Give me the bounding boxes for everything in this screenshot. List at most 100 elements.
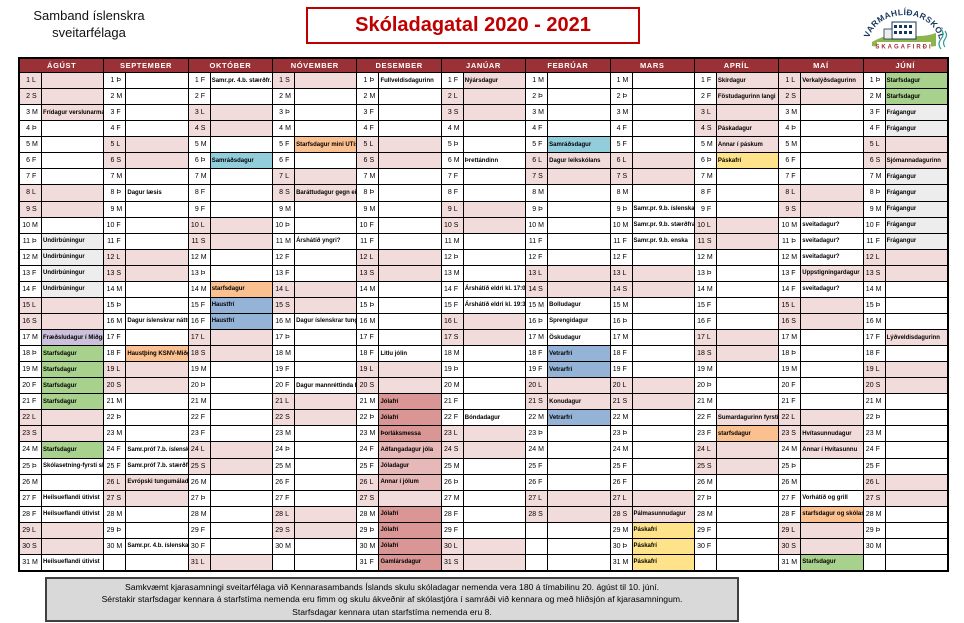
day-row: 30 F bbox=[188, 538, 273, 555]
day-row: 24 M Annar í Hvítasunnu bbox=[779, 442, 863, 459]
day-row: 19 F bbox=[273, 362, 357, 379]
day-number-cell: 14 M bbox=[357, 281, 380, 297]
day-number-cell: 25 Þ bbox=[20, 458, 42, 474]
day-label-cell: Jólafrí bbox=[379, 506, 441, 522]
day-row: 19 L bbox=[357, 362, 441, 379]
day-label-cell bbox=[633, 137, 694, 152]
day-label-cell bbox=[632, 153, 694, 169]
day-label-cell bbox=[295, 330, 356, 345]
day-row: 23 S bbox=[20, 426, 104, 443]
day-row: 28 F Heilsueflandi útivist bbox=[20, 506, 104, 523]
day-number-cell: 22 F bbox=[441, 410, 464, 426]
day-label-cell bbox=[548, 105, 609, 120]
day-label-cell bbox=[295, 169, 357, 185]
day-number-cell: 21 L bbox=[273, 394, 296, 410]
day-label-cell bbox=[716, 442, 779, 458]
day-label-cell bbox=[210, 458, 273, 474]
day-number-cell: 11 S bbox=[694, 233, 717, 249]
day-label-cell bbox=[633, 426, 694, 441]
day-number-cell: 18 F bbox=[863, 346, 886, 362]
day-label-cell bbox=[801, 137, 862, 152]
day-number-cell: 10 M bbox=[20, 217, 42, 233]
day-number-cell: 28 S bbox=[610, 506, 633, 522]
day-row: 2 F Föstudagurinn langi bbox=[694, 89, 779, 106]
day-number-cell: 24 M bbox=[20, 442, 42, 458]
day-row: 10 M bbox=[526, 217, 610, 234]
day-row: 20 M bbox=[441, 378, 526, 395]
day-label-cell bbox=[801, 89, 863, 105]
day-label-cell: Starfsdagur bbox=[885, 89, 947, 105]
day-label-cell bbox=[886, 394, 947, 409]
day-label-cell bbox=[295, 266, 356, 281]
day-row: 20 L bbox=[526, 378, 610, 395]
day-label-cell bbox=[126, 523, 187, 538]
day-label-cell: Vorhátíð og grill bbox=[802, 495, 848, 502]
day-label-cell bbox=[801, 297, 863, 313]
month-header: APRÍL bbox=[694, 59, 779, 73]
day-label-cell bbox=[126, 555, 187, 570]
day-number-cell: 19 L bbox=[357, 362, 380, 378]
day-row: 1 F Samr.pr. 4.b. stærðfr. bbox=[188, 73, 273, 90]
day-row: 16 M Dagur íslenskrar tungu bbox=[273, 313, 357, 330]
day-label-cell bbox=[717, 539, 778, 554]
day-number-cell: 25 F bbox=[526, 458, 549, 474]
day-row: 17 Þ bbox=[273, 330, 357, 347]
day-row: 15 Þ bbox=[357, 297, 441, 314]
day-label-cell bbox=[379, 249, 441, 265]
day-number-cell: 26 F bbox=[526, 474, 549, 490]
day-row: 25 F Jóladagur bbox=[357, 458, 441, 475]
day-row: 22 Þ Jólafrí bbox=[357, 410, 441, 427]
day-label-cell bbox=[295, 297, 357, 313]
day-label-cell: Annar í Hvítasunnu bbox=[801, 442, 863, 458]
day-number-cell: 19 F bbox=[526, 362, 549, 378]
logo-sub-text: SKAGAFIRÐI bbox=[875, 45, 932, 51]
day-label-cell bbox=[211, 523, 272, 538]
day-number-cell bbox=[104, 554, 127, 570]
day-number-cell: 31 M bbox=[20, 554, 42, 570]
day-row: 21 F bbox=[779, 394, 863, 411]
day-label-cell bbox=[464, 394, 525, 409]
day-label-cell bbox=[885, 490, 947, 506]
day-label-cell bbox=[126, 394, 187, 409]
day-label-cell bbox=[295, 426, 356, 441]
day-label-cell bbox=[464, 169, 525, 184]
day-number-cell: 31 M bbox=[610, 554, 633, 570]
day-label-cell bbox=[463, 313, 526, 329]
day-label-cell bbox=[548, 89, 609, 104]
day-label-cell bbox=[211, 137, 272, 152]
day-number-cell: 30 M bbox=[273, 538, 296, 554]
day-number-cell: 12 M bbox=[694, 249, 717, 265]
day-number-cell: 14 L bbox=[273, 281, 296, 297]
day-row: 30 L bbox=[441, 538, 526, 555]
day-number-cell bbox=[863, 554, 886, 570]
day-label-cell bbox=[886, 410, 947, 425]
day-row: 10 F bbox=[104, 217, 188, 234]
day-label-cell bbox=[717, 378, 778, 393]
day-label-cell bbox=[464, 491, 525, 506]
day-label-cell bbox=[717, 266, 778, 281]
day-label-cell bbox=[886, 523, 947, 538]
day-label-cell bbox=[126, 507, 187, 522]
day-label-cell bbox=[548, 234, 609, 249]
day-label-cell bbox=[42, 169, 103, 184]
day-label-cell bbox=[801, 169, 862, 184]
day-number-cell: 17 M bbox=[20, 330, 42, 346]
day-row: 14 S bbox=[610, 281, 694, 298]
day-number-cell: 12 L bbox=[863, 249, 886, 265]
